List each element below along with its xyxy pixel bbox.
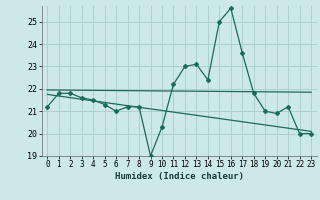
X-axis label: Humidex (Indice chaleur): Humidex (Indice chaleur): [115, 172, 244, 181]
